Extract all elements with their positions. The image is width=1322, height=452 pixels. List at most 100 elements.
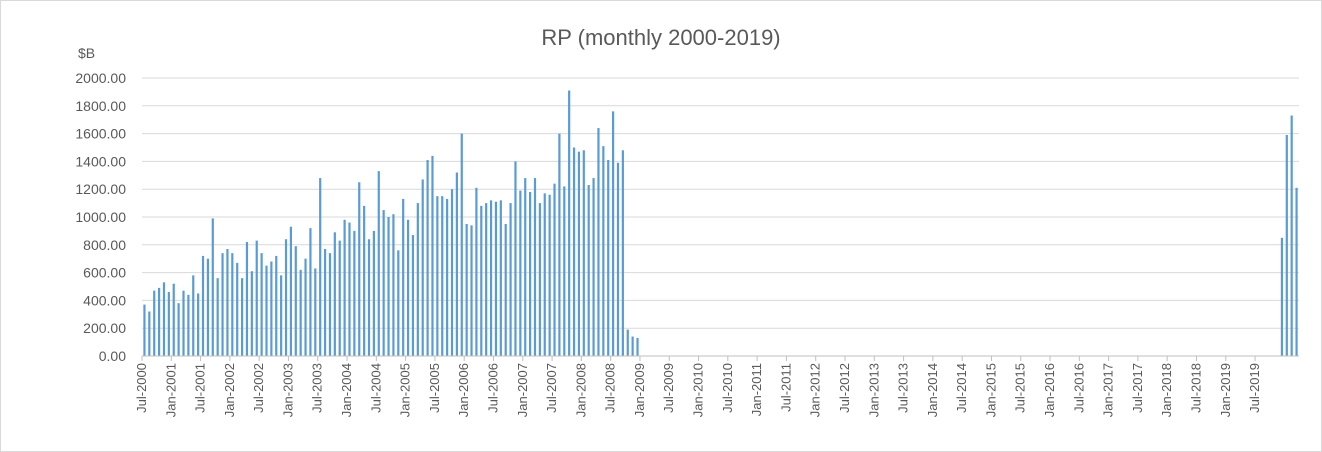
bar <box>558 133 561 356</box>
bar <box>343 219 346 356</box>
bar <box>280 275 283 356</box>
bar <box>201 255 205 356</box>
bar <box>167 292 170 356</box>
bar <box>197 293 200 356</box>
bar <box>177 303 180 356</box>
bar <box>216 278 219 356</box>
bar <box>563 186 566 356</box>
bar <box>392 214 395 356</box>
bar <box>226 248 229 356</box>
bar <box>612 111 615 356</box>
bar <box>1290 115 1293 356</box>
y-tick-label: 200.00 <box>83 320 126 336</box>
bar <box>1280 237 1284 356</box>
bar <box>533 178 537 356</box>
bar <box>470 225 473 356</box>
bar <box>387 217 390 356</box>
bar <box>206 258 210 356</box>
bar <box>240 278 244 356</box>
bar <box>211 218 214 356</box>
x-tick-label: Jan-2008 <box>573 363 588 417</box>
y-tick-label: 1000.00 <box>75 209 126 225</box>
x-tick-label: Jul-2011 <box>778 363 793 412</box>
x-tick-label: Jan-2001 <box>163 363 178 417</box>
bar <box>270 261 273 356</box>
x-tick-label: Jul-2000 <box>134 363 149 413</box>
bar <box>631 336 634 356</box>
bar <box>382 210 385 356</box>
bar <box>499 200 502 356</box>
bar <box>143 304 146 356</box>
x-axis-ticks: Jul-2000 Jan-2001 Jul-2001 Jan-2002 Jul-2002… <box>134 356 1262 417</box>
x-tick-label: Jan-2004 <box>339 363 354 417</box>
bar <box>572 147 576 356</box>
bar <box>616 162 620 356</box>
bar <box>1295 187 1298 356</box>
bar <box>284 239 288 356</box>
x-tick-label: Jul-2010 <box>720 363 735 413</box>
x-tick-label: Jan-2019 <box>1218 363 1233 417</box>
x-tick-label: Jul-2007 <box>544 363 559 413</box>
bar <box>626 329 629 356</box>
bar <box>231 253 234 356</box>
x-tick-label: Jan-2012 <box>808 363 823 417</box>
x-tick-label: Jan-2016 <box>1042 363 1057 417</box>
x-tick-label: Jul-2016 <box>1071 363 1086 413</box>
x-tick-label: Jan-2010 <box>691 363 706 417</box>
bar <box>328 253 332 356</box>
bar <box>597 128 600 356</box>
bar <box>406 219 410 356</box>
bar <box>538 203 541 356</box>
bar <box>397 250 400 356</box>
y-axis-label: $B <box>78 45 95 61</box>
x-tick-label: Jul-2008 <box>603 363 618 413</box>
bar <box>319 178 322 356</box>
bar <box>304 258 307 356</box>
bar <box>514 161 517 356</box>
bar <box>621 150 624 356</box>
x-tick-label: Jan-2007 <box>515 363 530 417</box>
x-tick-label: Jul-2002 <box>251 363 266 413</box>
y-tick-label: 0.00 <box>99 348 126 364</box>
x-tick-label: Jul-2014 <box>954 363 969 413</box>
bar <box>582 150 585 356</box>
bar <box>602 146 605 356</box>
bar <box>455 172 458 356</box>
x-tick-label: Jan-2009 <box>632 363 647 417</box>
x-tick-label: Jan-2015 <box>983 363 998 417</box>
bar <box>162 282 166 356</box>
bar <box>265 265 268 356</box>
bar <box>182 290 185 356</box>
x-tick-label: Jul-2017 <box>1130 363 1145 413</box>
bar <box>294 246 297 356</box>
x-tick-label: Jan-2014 <box>925 363 940 417</box>
x-tick-label: Jan-2013 <box>866 363 881 417</box>
bar <box>421 179 424 356</box>
y-tick-label: 2000.00 <box>75 70 126 86</box>
y-tick-label: 1600.00 <box>75 126 126 142</box>
y-tick-label: 400.00 <box>83 292 126 308</box>
bar <box>402 198 405 356</box>
bar <box>377 171 380 356</box>
x-tick-label: Jul-2009 <box>661 363 676 413</box>
bar <box>519 190 522 356</box>
bar <box>524 178 527 356</box>
bar <box>333 232 336 356</box>
bar <box>275 255 278 356</box>
bar <box>245 242 249 356</box>
bar <box>236 262 239 356</box>
x-tick-label: Jul-2015 <box>1013 363 1028 413</box>
y-tick-label: 1800.00 <box>75 98 126 114</box>
bar <box>367 239 371 356</box>
bar <box>450 189 454 356</box>
bar <box>157 287 161 356</box>
bar <box>577 151 581 356</box>
x-tick-label: Jan-2005 <box>398 363 413 417</box>
bar <box>509 203 512 356</box>
bar <box>148 311 151 356</box>
bar <box>548 194 551 356</box>
bar <box>426 160 429 356</box>
bar <box>299 269 302 356</box>
